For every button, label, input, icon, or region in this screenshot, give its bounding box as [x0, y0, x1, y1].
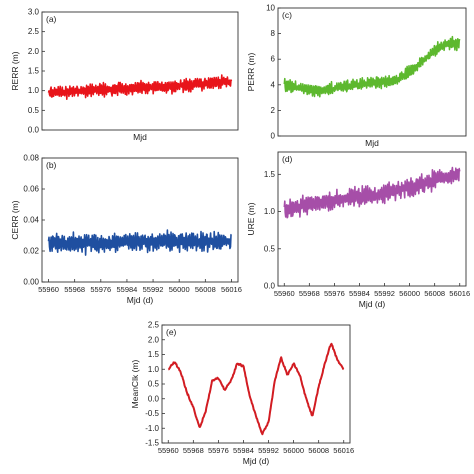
panel-label: (e) [166, 327, 177, 337]
x-tick-label: 55976 [208, 446, 229, 455]
x-axis-label: Mjd (d) [127, 295, 154, 305]
y-axis-label: CERR (m) [10, 200, 20, 239]
chart-panel: -1.5 -1.0 -0.5 0.0 0.5 1.0 1.5 2.0 2.5 55960 55968… [130, 321, 354, 467]
x-tick-label: 56000 [169, 285, 190, 294]
y-tick-label: 1.0 [148, 365, 160, 374]
y-tick-label: 0.06 [23, 185, 39, 194]
x-axis-label: Mjd (d) [243, 456, 270, 466]
panel-label: (d) [282, 154, 293, 164]
x-axis-label: Mjd (d) [359, 299, 386, 309]
series-line [47, 74, 233, 100]
panel-label: (a) [46, 14, 57, 24]
x-tick-label: 55992 [258, 446, 279, 455]
y-tick-label: 0.5 [148, 380, 160, 389]
x-tick-label: 55960 [274, 289, 295, 298]
y-tick-label: 0.00 [23, 278, 39, 287]
y-tick-label: -1.0 [145, 424, 159, 433]
y-tick-label: 2 [271, 106, 276, 115]
x-tick-label: 55960 [38, 285, 59, 294]
y-tick-label: 4 [271, 80, 276, 89]
x-tick-label: 55984 [117, 285, 138, 294]
y-tick-label: 0.5 [28, 106, 40, 115]
plot-frame [277, 7, 467, 137]
series-line [283, 35, 461, 98]
x-tick-label: 56016 [449, 289, 470, 298]
y-tick-label: 8 [271, 29, 276, 38]
y-tick-label: 0.5 [264, 244, 276, 253]
y-tick-label: 0.04 [23, 216, 39, 225]
series-line [47, 229, 232, 256]
panel-label: (c) [282, 10, 292, 20]
y-tick-label: 6 [271, 55, 276, 64]
chart-panel: 0.0 0.5 1.0 1.5 2.0 2.5 3.0 (a) Mjd RERR (m) [10, 8, 239, 142]
series-line [283, 166, 461, 219]
y-axis-label: PERR (m) [246, 52, 256, 91]
y-tick-label: 0 [271, 132, 276, 141]
series-line [167, 342, 345, 436]
y-tick-label: -1.5 [145, 439, 159, 448]
x-tick-label: 55976 [324, 289, 345, 298]
chart-panel: 0.0 0.5 1.0 1.5 55960 55968 55976 55984 55992 560… [246, 151, 470, 309]
plot-frame [277, 151, 467, 287]
x-tick-label: 55976 [90, 285, 111, 294]
x-tick-label: 55992 [374, 289, 395, 298]
y-axis-label: RERR (m) [10, 51, 20, 90]
y-tick-label: 0.0 [264, 282, 276, 291]
y-tick-label: 1.5 [28, 67, 40, 76]
x-tick-label: 56000 [283, 446, 304, 455]
y-tick-label: 1.5 [264, 170, 276, 179]
y-tick-label: 10 [266, 4, 275, 13]
x-tick-label: 56008 [308, 446, 329, 455]
y-axis-label: URE (m) [246, 202, 256, 235]
x-tick-label: 55984 [233, 446, 254, 455]
x-tick-label: 55968 [299, 289, 320, 298]
x-tick-label: 56008 [195, 285, 216, 294]
plot-frame [41, 11, 239, 131]
x-tick-label: 56000 [399, 289, 420, 298]
y-tick-label: 1.5 [148, 350, 160, 359]
x-tick-label: 55984 [349, 289, 370, 298]
y-tick-label: 0.0 [148, 394, 160, 403]
x-tick-label: 56016 [221, 285, 242, 294]
x-axis-label: Mjd [365, 138, 379, 148]
panel-label: (b) [46, 160, 57, 170]
x-axis-label: Mjd [133, 132, 147, 142]
y-tick-label: 1.0 [28, 86, 40, 95]
chart-panels: 0.0 0.5 1.0 1.5 2.0 2.5 3.0 (a) Mjd RERR (m) 0 2 4 6 8… [10, 4, 470, 467]
y-tick-label: 1.0 [264, 207, 276, 216]
x-tick-label: 55968 [64, 285, 85, 294]
plot-frame [161, 324, 351, 444]
x-tick-label: 55968 [183, 446, 204, 455]
y-tick-label: 0.02 [23, 247, 39, 256]
plot-frame [41, 157, 239, 283]
chart-panel: 0.00 0.02 0.04 0.06 0.08 55960 55968 55976 55984… [10, 154, 242, 306]
x-tick-label: 55960 [158, 446, 179, 455]
y-tick-label: 2.5 [28, 27, 40, 36]
y-tick-label: 2.5 [148, 321, 160, 330]
y-tick-label: -0.5 [145, 409, 159, 418]
y-tick-label: 3.0 [28, 8, 40, 17]
x-tick-label: 56008 [424, 289, 445, 298]
y-tick-label: 0.0 [28, 126, 40, 135]
y-axis-label: MeanClk (m) [130, 360, 140, 409]
y-tick-label: 2.0 [148, 335, 160, 344]
chart-panel: 0 2 4 6 8 10 (c) Mjd PERR (m) [246, 4, 467, 148]
x-tick-label: 56016 [333, 446, 354, 455]
y-tick-label: 2.0 [28, 47, 40, 56]
x-tick-label: 55992 [143, 285, 164, 294]
y-tick-label: 0.08 [23, 154, 39, 163]
